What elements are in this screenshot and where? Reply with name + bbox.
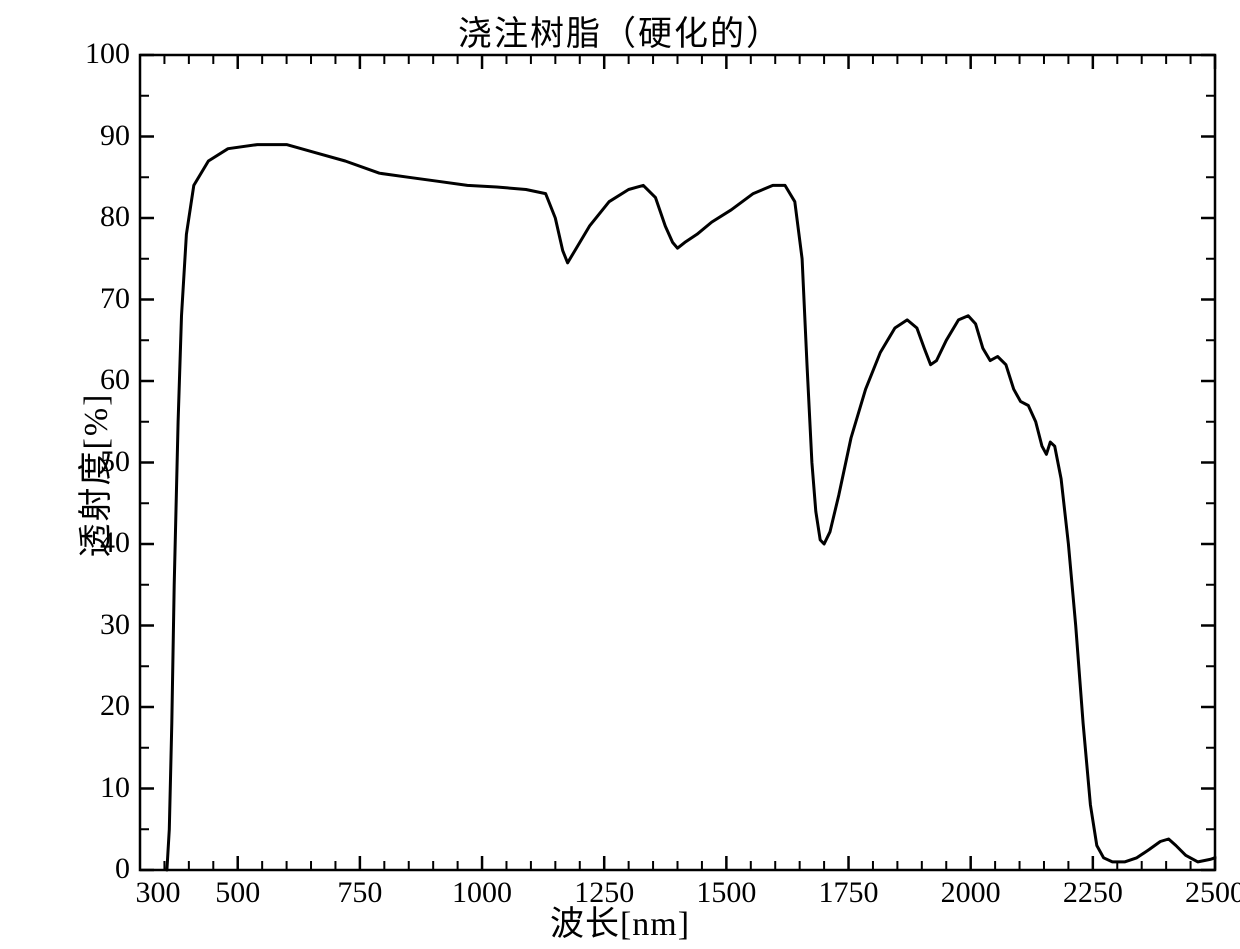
y-tick-label: 90 xyxy=(70,119,130,153)
y-tick-label: 0 xyxy=(70,852,130,886)
y-tick-label: 40 xyxy=(70,526,130,560)
y-tick-label: 80 xyxy=(70,200,130,234)
y-tick-label: 10 xyxy=(70,771,130,805)
y-tick-label: 50 xyxy=(70,445,130,479)
y-tick-label: 70 xyxy=(70,282,130,316)
plot-border xyxy=(140,55,1215,870)
x-tick-label: 2250 xyxy=(1063,876,1123,910)
x-tick-label: 500 xyxy=(215,876,260,910)
x-tick-label: 300 xyxy=(136,876,181,910)
x-tick-label: 2000 xyxy=(941,876,1001,910)
x-tick-label: 1250 xyxy=(574,876,634,910)
x-tick-label: 1750 xyxy=(819,876,879,910)
x-tick-label: 750 xyxy=(337,876,382,910)
chart-container: 浇注树脂（硬化的） 透射度[%] 波长[nm] 0102030405060708… xyxy=(0,0,1240,949)
series-line xyxy=(167,145,1215,870)
y-tick-label: 100 xyxy=(70,37,130,71)
y-tick-label: 30 xyxy=(70,608,130,642)
x-tick-label: 2500 xyxy=(1185,876,1240,910)
chart-svg xyxy=(0,0,1240,949)
x-tick-label: 1500 xyxy=(696,876,756,910)
y-tick-label: 20 xyxy=(70,689,130,723)
y-tick-label: 60 xyxy=(70,363,130,397)
x-tick-label: 1000 xyxy=(452,876,512,910)
